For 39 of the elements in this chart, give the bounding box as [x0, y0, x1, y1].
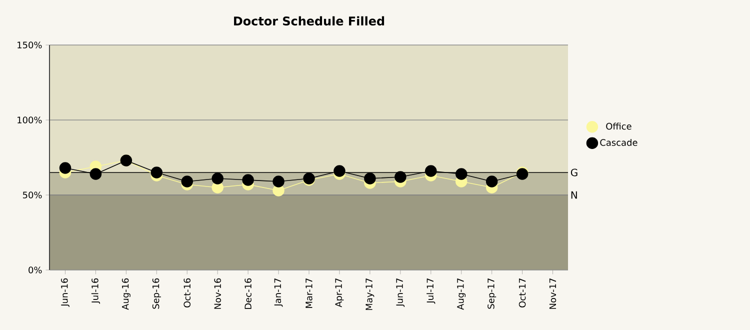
point — [272, 176, 284, 188]
y-tick-label: 0% — [28, 266, 42, 274]
x-tick-label: Oct-16 — [184, 278, 191, 308]
chart-title: Doctor Schedule Filled — [234, 16, 384, 26]
x-tick-label: Nov-16 — [214, 278, 221, 309]
point — [59, 162, 72, 174]
point — [486, 176, 498, 188]
point — [212, 172, 224, 184]
legend-label: Cascade — [600, 138, 638, 146]
x-tick-label: Apr-17 — [335, 278, 344, 308]
x-tick-label: Sep-16 — [152, 278, 161, 309]
x-tick-label: Oct-17 — [518, 278, 526, 308]
point — [364, 172, 376, 184]
ref-line-label: G — [570, 168, 578, 176]
legend-label: Office — [606, 122, 632, 130]
ref-line-label: N — [571, 191, 577, 199]
point — [181, 176, 194, 188]
y-tick-label: 100% — [18, 116, 42, 124]
x-tick-label: Jul-17 — [426, 278, 436, 304]
x-tick-label: Jan-17 — [274, 278, 283, 307]
x-tick-label: Sep-17 — [488, 278, 496, 309]
point — [90, 168, 102, 180]
y-tick-label: 150% — [18, 42, 42, 48]
x-tick-label: Jul-16 — [91, 278, 100, 304]
point — [334, 165, 346, 177]
x-tick-label: Aug-17 — [457, 278, 466, 310]
x-tick-label: Jun-17 — [396, 278, 405, 307]
point — [425, 165, 437, 177]
x-tick-label: Aug-16 — [122, 278, 130, 310]
point — [394, 171, 406, 183]
x-tick-label: Mar-17 — [306, 278, 312, 308]
y-tick-label: 50% — [22, 192, 42, 198]
x-tick-label: Dec-16 — [244, 278, 252, 309]
point — [242, 174, 254, 186]
x-tick-label: Nov-17 — [549, 278, 556, 309]
x-tick-label: Jun-16 — [61, 278, 70, 307]
point — [455, 168, 468, 180]
x-tick-label: May-17 — [366, 278, 374, 310]
point — [150, 166, 163, 178]
